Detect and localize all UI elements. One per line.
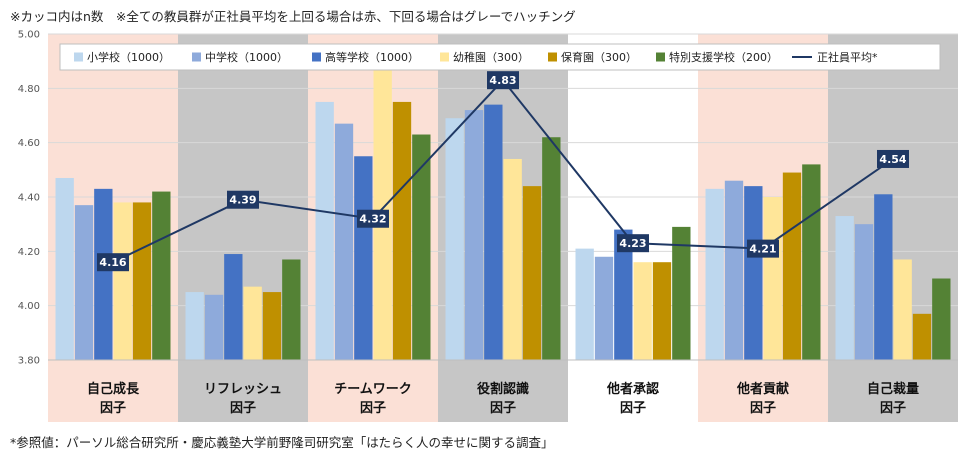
average-point-label: 4.16 [99,256,126,269]
legend-swatch-2 [192,52,201,62]
category-label-line1: 他者承認 [606,381,659,397]
average-point-label: 4.83 [489,74,516,87]
bar-s6-c1 [152,191,171,360]
bar-s6-c7 [932,278,951,360]
category-label-line2: 因子 [230,401,256,416]
y-tick-label: 4.00 [18,301,40,312]
axes: 3.80 4.00 4.20 4.40 4.60 4.80 5.00 [18,30,958,367]
bar-s2-c2 [204,294,224,360]
y-tick-label: 4.80 [18,84,40,95]
legend-swatch-3 [312,52,321,62]
average-point-marker [747,239,779,258]
bar-s1-c6 [705,188,724,360]
average-point-label: 4.54 [879,153,906,166]
bar-s1-c7 [835,216,854,360]
average-point-marker [617,234,649,253]
category-label-line1: 自己成長 [87,381,140,397]
legend-label-4: 幼稚園（300） [453,51,529,64]
y-tick-label: 4.20 [18,247,40,258]
legend: 小学校（1000） 中学校（1000） 高等学校（1000） 幼稚園（300） 保育園（… [59,43,941,71]
bar-s4-c4 [503,158,522,360]
category-label-line2: 因子 [490,401,516,416]
bar-s2-c5 [594,256,614,360]
bar-s1-c3 [315,101,334,361]
category-label-line1: 他者貢献 [736,381,789,397]
legend-swatch-4 [440,52,449,62]
bar-s3-c4 [484,104,503,360]
y-tick-label: 4.40 [18,193,40,204]
bar-s5-c7 [912,313,932,360]
category-background-2 [178,34,308,422]
legend-label-1: 小学校（1000） [87,50,170,64]
bar-s2-c3 [334,123,354,361]
bar-s1-c1 [55,177,74,360]
bar-s5-c1 [132,202,152,360]
legend-label-3: 高等学校（1000） [325,50,419,64]
bar-s2-c4 [464,110,484,360]
bar-s3-c1 [94,188,113,360]
category-label-line2: 因子 [360,401,386,416]
category-label-line2: 因子 [750,401,776,416]
bar-s2-c6 [724,180,744,360]
bar-s4-c5 [633,262,652,360]
bar-s1-c2 [185,292,204,360]
legend-swatch-1 [74,52,83,62]
average-line: 4.16 4.39 4.32 4.83 4.23 4.21 4.54 [97,71,909,272]
bar-s1-c5 [575,248,594,360]
legend-label-line: 正社員平均* [817,50,878,64]
top-note: ※カッコ内はn数 ※全ての教員群が正社員平均を上回る場合は赤、下回る場合はグレー… [10,9,576,24]
bar-s6-c3 [412,134,431,360]
legend-swatch-5 [548,52,557,62]
category-labels: 自己成長因子リフレッシュ因子チームワーク因子役割認識因子他者承認因子他者貢献因子… [87,381,919,416]
bar-s5-c3 [392,101,412,361]
bar-s4-c1 [113,202,132,360]
bar-s6-c4 [542,137,561,360]
average-point-marker [487,71,519,90]
bar-s6-c5 [672,226,691,360]
y-tick-label: 4.60 [18,138,40,149]
bar-s1-c4 [445,118,464,360]
bar-s3-c7 [874,194,893,360]
category-label-line1: 役割認識 [477,381,529,397]
category-label-line2: 因子 [100,401,126,416]
y-tick-label: 5.00 [18,30,40,41]
bar-s5-c4 [522,186,542,360]
bar-s2-c7 [854,224,874,360]
average-point-label: 4.39 [229,194,256,207]
bar-s4-c2 [243,286,262,360]
average-point-label: 4.23 [619,237,646,250]
bar-s2-c1 [74,205,94,360]
bar-s5-c6 [782,172,802,360]
bar-s3-c5 [614,229,633,360]
category-label-line1: チームワーク [334,382,412,397]
legend-label-6: 特別支援学校（200） [669,50,778,64]
category-label-line2: 因子 [880,401,906,416]
bottom-note: *参照値：パーソル総合研究所・慶応義塾大学前野隆司研究室「はたらく人の幸せに関す… [10,435,554,450]
bar-s5-c5 [652,262,672,360]
bar-s4-c7 [893,259,912,360]
bar-s3-c2 [224,254,243,360]
category-label-line1: 自己裁量 [867,381,919,397]
average-point-marker [227,190,259,209]
legend-swatch-6 [656,52,665,62]
bar-s3-c6 [744,186,763,360]
average-point-marker [877,149,909,168]
bar-s4-c6 [763,197,782,360]
bar-s5-c2 [262,292,282,360]
category-label-line1: リフレッシュ [204,382,282,397]
legend-label-2: 中学校（1000） [205,50,288,64]
bar-s3-c3 [354,156,373,360]
average-point-label: 4.32 [359,213,386,226]
bar-s6-c2 [282,259,301,360]
average-point-marker [97,253,129,272]
category-label-line2: 因子 [620,401,646,416]
average-point-label: 4.21 [749,243,776,256]
legend-label-5: 保育園（300） [561,50,637,64]
bars [55,69,951,361]
average-point-marker [357,209,389,228]
bar-s6-c6 [802,164,821,360]
y-tick-label: 3.80 [18,356,40,367]
